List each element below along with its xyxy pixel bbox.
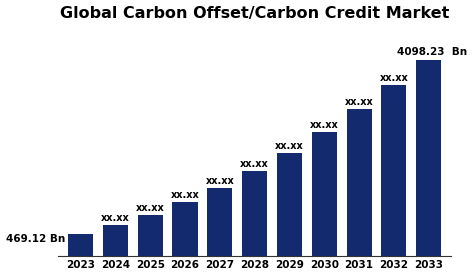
Text: xx.xx: xx.xx [101, 213, 130, 223]
Text: xx.xx: xx.xx [345, 97, 374, 107]
Text: xx.xx: xx.xx [136, 203, 164, 213]
Bar [173, 202, 198, 256]
Bar [68, 234, 93, 256]
Bar [346, 109, 372, 256]
Bar [137, 214, 163, 256]
Bar [277, 153, 302, 256]
Bar [312, 132, 337, 256]
Text: xx.xx: xx.xx [240, 160, 269, 169]
Bar [381, 85, 406, 256]
Text: 469.12 Bn: 469.12 Bn [6, 234, 65, 244]
Bar [416, 60, 441, 256]
Title: Global Carbon Offset/Carbon Credit Market: Global Carbon Offset/Carbon Credit Marke… [60, 6, 449, 20]
Text: xx.xx: xx.xx [205, 176, 234, 186]
Text: xx.xx: xx.xx [275, 141, 304, 151]
Bar [242, 171, 267, 256]
Text: xx.xx: xx.xx [171, 190, 200, 200]
Text: 4098.23  Bn: 4098.23 Bn [397, 47, 467, 57]
Bar [103, 225, 128, 256]
Text: xx.xx: xx.xx [380, 73, 408, 83]
Text: xx.xx: xx.xx [310, 120, 338, 130]
Bar [207, 188, 232, 256]
